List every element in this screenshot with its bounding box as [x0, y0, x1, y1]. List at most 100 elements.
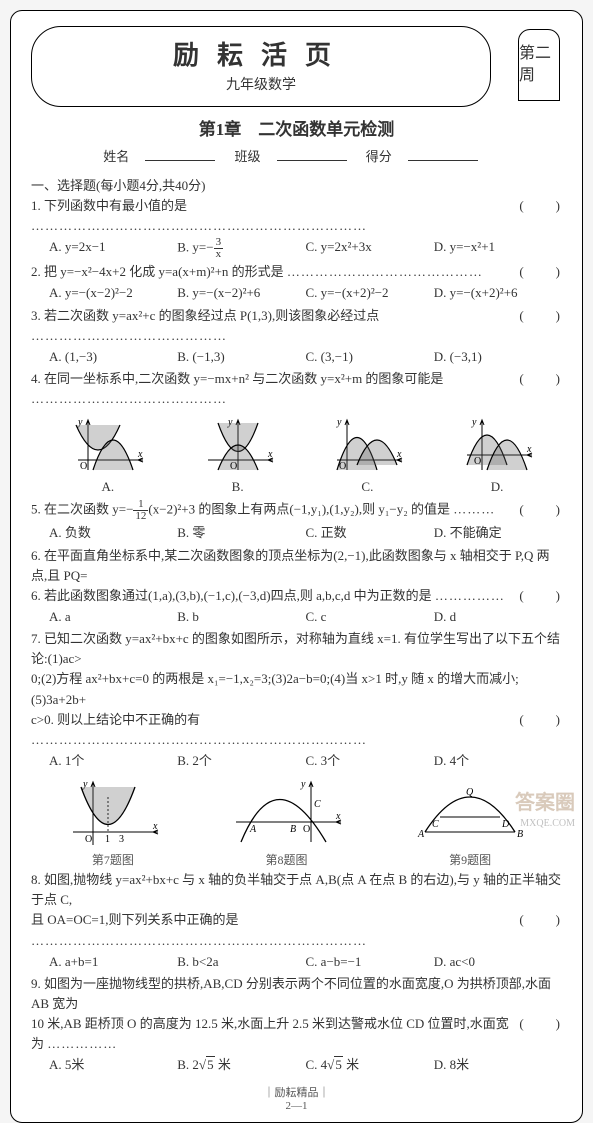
q4-graph-d: O x y D.	[457, 415, 537, 497]
svg-text:y: y	[300, 779, 306, 790]
dots: ……………………………………	[31, 391, 227, 406]
svg-text:y: y	[77, 417, 83, 428]
q7-line2: 0;(2)方程 ax²+bx+c=0 的两根是 x₁=−1,x₂=3;(3)2a…	[31, 669, 562, 709]
q4-opt-a-label: A.	[68, 477, 148, 497]
q8-opt-a: A. a+b=1	[49, 952, 177, 972]
q8-caption: 第8题图	[226, 851, 346, 868]
dots: ………………………………………………………………	[31, 933, 367, 948]
question-9: 9. 如图为一座抛物线型的拱桥,AB,CD 分别表示两个不同位置的水面宽度,O …	[31, 974, 562, 1076]
svg-text:B: B	[290, 824, 296, 835]
q6-opt-c: C. c	[306, 607, 434, 627]
svg-text:y: y	[336, 417, 342, 428]
chapter-title: 第1章 二次函数单元检测	[31, 115, 562, 140]
svg-text:x: x	[267, 449, 273, 460]
q3-opt-d: D. (−3,1)	[434, 347, 562, 367]
svg-text:O: O	[85, 834, 92, 845]
dots: ………………………………………………………………	[31, 732, 367, 747]
svg-text:y: y	[82, 779, 88, 790]
svg-text:C: C	[314, 799, 321, 810]
q6-opt-a: A. a	[49, 607, 177, 627]
q9-line1: 9. 如图为一座抛物线型的拱桥,AB,CD 分别表示两个不同位置的水面宽度,O …	[31, 974, 562, 1014]
answer-paren: ( )	[519, 586, 562, 606]
header-box: 励耘活页 九年级数学	[31, 26, 491, 107]
info-line: 姓名 班级 得分	[31, 146, 562, 165]
q2-opt-a: A. y=−(x−2)²−2	[49, 283, 177, 303]
svg-text:O: O	[80, 461, 87, 472]
question-1: 1. 下列函数中有最小值的是 ……………………………………………………………… …	[31, 196, 562, 260]
q5-opt-d: D. 不能确定	[434, 523, 562, 543]
q3-opt-b: B. (−1,3)	[177, 347, 305, 367]
q6-opt-d: D. d	[434, 607, 562, 627]
question-2: 2. 把 y=−x²−4x+2 化成 y=a(x+m)²+n 的形式是 ……………	[31, 262, 562, 303]
main-title: 励耘活页	[52, 35, 470, 72]
dots: ………………………………………………………………	[31, 218, 367, 233]
dots: ……………	[47, 1036, 117, 1051]
question-6: 6. 在平面直角坐标系中,某二次函数图象的顶点坐标为(2,−1),此函数图象与 …	[31, 546, 562, 628]
q8-opt-b: B. b<2a	[177, 952, 305, 972]
q7-opt-b: B. 2个	[177, 751, 305, 771]
question-8: 8. 如图,抛物线 y=ax²+bx+c 与 x 轴的负半轴交于点 A,B(点 …	[31, 870, 562, 972]
q4-graph-b: O x y B.	[198, 415, 278, 497]
q6-line2: 6. 若此函数图象通过(1,a),(3,b),(−1,c),(−3,d)四点,则…	[31, 588, 432, 603]
question-3: 3. 若二次函数 y=ax²+c 的图象经过点 P(1,3),则该图象必经过点 …	[31, 306, 562, 367]
svg-text:y: y	[471, 417, 477, 428]
svg-text:x: x	[335, 811, 341, 822]
subtitle: 九年级数学	[52, 74, 470, 94]
q4-graph-a: O x y A.	[68, 415, 148, 497]
week-box: 第二周	[518, 29, 560, 101]
figure-row: O 1 3 x y 第7题图 O A B C x y 第8题图	[31, 777, 562, 868]
dots: ………	[453, 502, 495, 517]
svg-text:1: 1	[105, 834, 110, 845]
q4-text: 4. 在同一坐标系中,二次函数 y=−mx+n² 与二次函数 y=x²+m 的图…	[31, 371, 443, 386]
week-label: 第二周	[519, 43, 559, 87]
name-label: 姓名	[103, 146, 129, 165]
footer: ｜励耘精品｜ 2—1	[31, 1084, 562, 1112]
svg-text:y: y	[227, 417, 233, 428]
svg-text:x: x	[137, 449, 143, 460]
q5-prefix: 5. 在二次函数 y=−	[31, 502, 133, 517]
answer-paren: ( )	[519, 910, 562, 930]
q8-line2: 且 OA=OC=1,则下列关系中正确的是	[31, 912, 239, 927]
q7-line1: 7. 已知二次函数 y=ax²+bx+c 的图象如图所示，对称轴为直线 x=1.…	[31, 629, 562, 669]
q2-text: 2. 把 y=−x²−4x+2 化成 y=a(x+m)²+n 的形式是	[31, 264, 284, 279]
svg-text:O: O	[474, 456, 481, 467]
q2-opt-b: B. y=−(x−2)²+6	[177, 283, 305, 303]
q5-opt-a: A. 负数	[49, 523, 177, 543]
q1-opt-b: B. y=−3x	[177, 237, 305, 260]
svg-text:A: A	[249, 824, 257, 835]
q5-suffix: (x−2)²+3 的图象上有两点(−1,y₁),(1,y₂),则 y₁−y₂ 的…	[148, 502, 450, 517]
q9-opt-d: D. 8米	[434, 1055, 562, 1075]
answer-paren: ( )	[519, 710, 562, 730]
question-7: 7. 已知二次函数 y=ax²+bx+c 的图象如图所示，对称轴为直线 x=1.…	[31, 629, 562, 771]
answer-paren: ( )	[519, 262, 562, 282]
q2-opt-d: D. y=−(x+2)²+6	[434, 283, 562, 303]
q1-text: 1. 下列函数中有最小值的是	[31, 198, 187, 213]
svg-text:x: x	[396, 449, 402, 460]
q7-caption: 第7题图	[63, 851, 163, 868]
q6-line1: 6. 在平面直角坐标系中,某二次函数图象的顶点坐标为(2,−1),此函数图象与 …	[31, 546, 562, 586]
q9-caption: 第9题图	[410, 851, 530, 868]
q7-opt-d: D. 4个	[434, 751, 562, 771]
dots: ……………………………………	[287, 264, 483, 279]
q1-opt-c: C. y=2x²+3x	[306, 237, 434, 260]
q7-opt-a: A. 1个	[49, 751, 177, 771]
q7-line3: c>0. 则以上结论中不正确的有	[31, 712, 200, 727]
q5-opt-b: B. 零	[177, 523, 305, 543]
q4-opt-d-label: D.	[457, 477, 537, 497]
svg-text:A: A	[417, 829, 425, 840]
q1-opt-a: A. y=2x−1	[49, 237, 177, 260]
svg-text:3: 3	[119, 834, 124, 845]
q2-opt-c: C. y=−(x+2)²−2	[306, 283, 434, 303]
q9-opt-c: C. 4√5 米	[306, 1055, 434, 1075]
svg-text:x: x	[152, 821, 158, 832]
svg-text:O: O	[339, 461, 346, 472]
q9-figure: Q C D A B 第9题图	[410, 777, 530, 868]
q3-text: 3. 若二次函数 y=ax²+c 的图象经过点 P(1,3),则该图象必经过点	[31, 308, 379, 323]
svg-text:O: O	[303, 824, 310, 835]
q9-opt-a: A. 5米	[49, 1055, 177, 1075]
q6-opt-b: B. b	[177, 607, 305, 627]
q4-opt-b-label: B.	[198, 477, 278, 497]
q8-opt-c: C. a−b=−1	[306, 952, 434, 972]
answer-paren: ( )	[519, 196, 562, 216]
section1-title: 一、选择题(每小题4分,共40分)	[31, 175, 562, 194]
